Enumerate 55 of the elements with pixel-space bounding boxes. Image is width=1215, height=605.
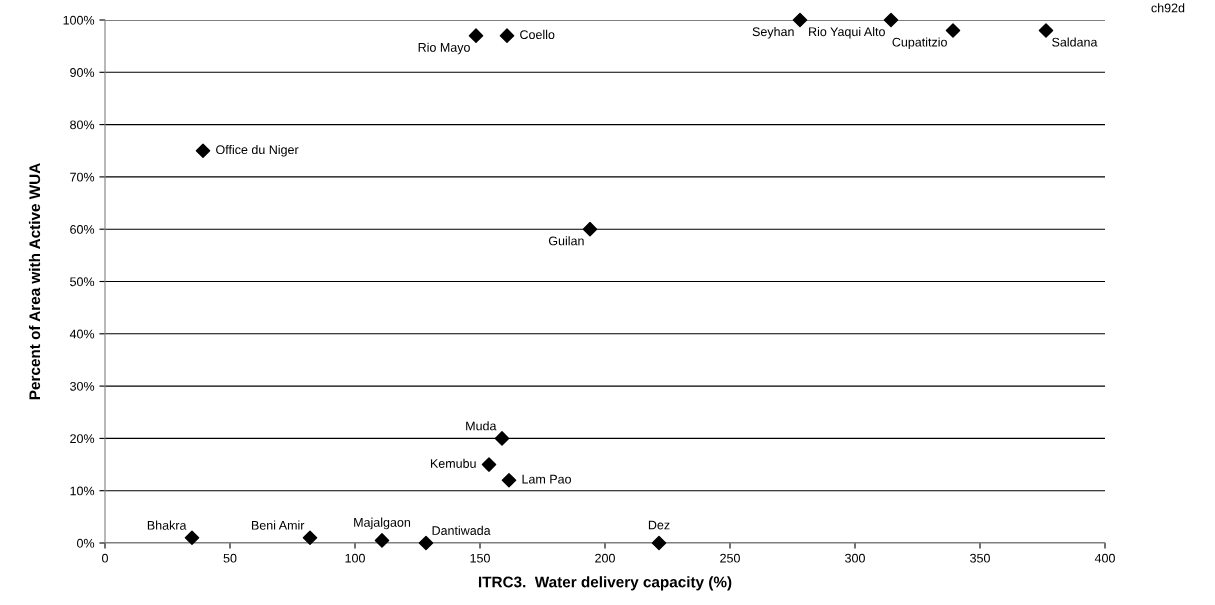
point <box>792 12 808 28</box>
annotation: Dez <box>648 520 670 530</box>
y-tick-label: 100% <box>63 15 95 25</box>
annotation: Guilan <box>548 236 584 246</box>
point <box>494 431 510 446</box>
x-tick-label: 50 <box>223 553 237 563</box>
y-tick-label: 90% <box>70 68 95 77</box>
annotation: Lam Pao <box>522 474 572 484</box>
point <box>582 221 598 237</box>
point <box>302 530 318 546</box>
x-tick-label: 0 <box>102 553 108 563</box>
annotation: Coello <box>520 29 555 40</box>
annotation: Muda <box>466 421 497 431</box>
x-tick-label: 250 <box>720 553 740 563</box>
y-tick-label: 40% <box>69 329 95 339</box>
y-tick-label: 30% <box>70 381 95 391</box>
annotation: Kemubu <box>430 458 476 468</box>
annotation: Rio Yaqui Alto <box>809 26 885 39</box>
annotation: Seyhan <box>752 26 794 39</box>
point <box>195 143 211 159</box>
x-tick-label: 300 <box>845 553 865 563</box>
y-tick-label: 20% <box>70 434 95 444</box>
y-tick-label: 60% <box>70 225 95 234</box>
point <box>499 28 515 43</box>
y-tick-label: 70% <box>70 172 95 182</box>
annotation: Office du Niger <box>216 144 299 157</box>
point <box>945 23 961 38</box>
point <box>418 535 434 551</box>
x-axis-title: ITRC3. Water delivery capacity (%) <box>478 576 732 591</box>
x-tick-label: 150 <box>470 553 490 563</box>
point <box>1038 23 1054 38</box>
annotation: Saldana <box>1052 37 1098 47</box>
annotation: Majalgaon <box>354 517 411 530</box>
annotation: Bhakra <box>147 520 187 530</box>
point <box>468 28 484 43</box>
point <box>184 530 200 546</box>
point <box>501 472 517 488</box>
y-tick-label: 10% <box>70 486 95 496</box>
y-tick-label: 50% <box>70 277 95 287</box>
x-tick-label: 400 <box>1094 553 1115 563</box>
y-axis-title: Percent of Area with Active WUA <box>28 163 41 400</box>
point <box>651 535 667 551</box>
y-tick-label: 0% <box>77 538 95 548</box>
x-tick-label: 100 <box>345 553 365 563</box>
x-tick-label: 350 <box>970 553 990 563</box>
annotation: Rio Mayo <box>418 42 470 55</box>
annotation: Cupatitzio <box>892 37 947 50</box>
x-tick-label: 200 <box>595 553 615 563</box>
point <box>374 533 390 548</box>
y-tick-label: 80% <box>70 120 95 130</box>
point <box>481 457 497 472</box>
annotation: Beni Amir <box>251 520 305 530</box>
annotation: Dantiwada <box>432 525 491 535</box>
text: ch92d <box>1151 3 1185 13</box>
point <box>883 12 899 28</box>
